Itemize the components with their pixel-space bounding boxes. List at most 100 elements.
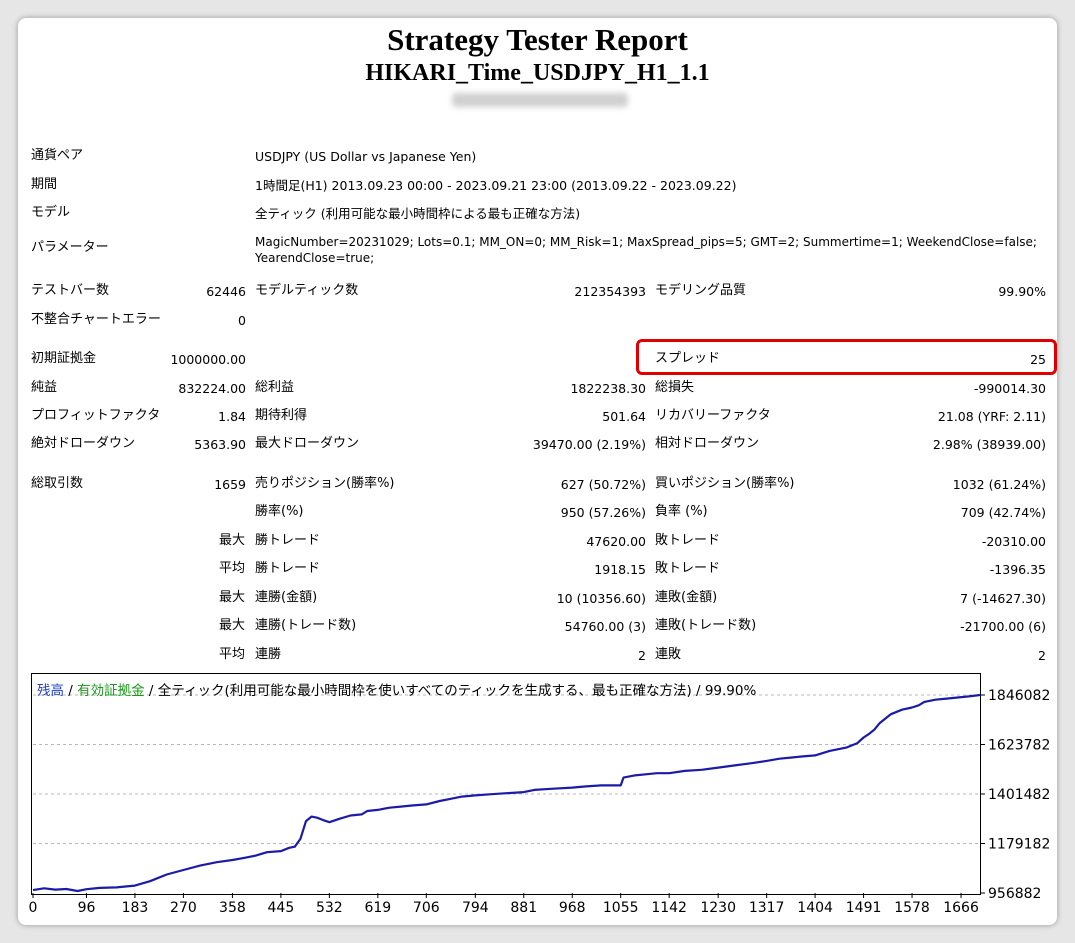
long-value: 1032 (61.24%) [952,477,1046,492]
model-label: モデル [31,205,71,220]
max-cons-win-cnt-value: 54760.00 (3) [564,619,646,634]
max-cons-loss-cnt-label: 連敗(トレード数) [655,618,757,633]
max-dd-value: 39470.00 (2.19%) [532,437,646,452]
expected-label: 期待利得 [255,408,308,423]
short-label: 売りポジション(勝率%) [255,476,395,491]
x-tick-label: 96 [78,900,96,916]
max-cons-loss-amt-label: 連敗(金額) [655,590,718,605]
largest-loss-label: 敗トレード [655,533,721,548]
largest-win-label: 勝トレード [255,533,321,548]
period-label: 期間 [31,177,58,192]
row-prefix-avg: 平均 [219,647,246,662]
errors-value: 0 [238,313,246,328]
abs-dd-value: 5363.90 [194,437,246,452]
params-value: MagicNumber=20231029; Lots=0.1; MM_ON=0;… [255,235,1037,265]
long-label: 買いポジション(勝率%) [655,476,795,491]
net-value: 832224.00 [178,381,246,396]
chart-x-ticks: 0 96 183 270 358 445 532 619 706 794 881 968 1055 114… [29,893,979,916]
params-label: パラメーター [31,240,109,255]
largest-loss-value: -20310.00 [981,534,1046,549]
x-tick-label: 0 [29,900,38,916]
x-tick-label: 532 [316,900,343,916]
spread-highlight-box [636,339,1057,375]
y-tick-label: 1623782 [988,738,1050,754]
ticks-label: モデルティック数 [255,283,359,298]
y-tick-label: 1179182 [988,837,1050,853]
abs-dd-label: 絶対ドローダウン [31,436,136,451]
largest-win-value: 47620.00 [586,534,646,549]
ticks-value: 212354393 [574,284,646,299]
model-value: 全ティック (利用可能な最小時間枠による最も正確な方法) [255,206,581,221]
rel-dd-value: 2.98% (38939.00) [932,437,1046,452]
y-tick-label: 1846082 [988,688,1050,704]
quality-label: モデリング品質 [655,283,747,298]
chart-y-ticks: 956882 1179182 1401482 1623782 1846082 [980,688,1050,902]
recovery-value: 21.08 (YRF: 2.11) [937,409,1046,424]
avg-cons-loss-label: 連敗 [655,647,682,662]
x-tick-label: 270 [170,900,197,916]
x-tick-label: 1578 [894,900,930,916]
avg-cons-loss-value: 2 [1038,648,1046,663]
x-tick-label: 1404 [797,900,833,916]
x-tick-label: 706 [413,900,440,916]
report-title: Strategy Tester Report [387,22,688,57]
legend-equity: 有効証拠金 [77,683,145,699]
chart-legend: 残高 / 有効証拠金 / 全ティック(利用可能な最小時間枠を使いすべてのティック… [37,679,756,699]
deposit-value: 1000000.00 [170,352,246,367]
bars-value: 62446 [206,284,246,299]
max-cons-win-amt-label: 連勝(金額) [255,590,318,605]
max-cons-win-cnt-label: 連勝(トレード数) [255,618,357,633]
x-tick-label: 1142 [651,900,687,916]
gross-loss-value: -990014.30 [973,381,1046,396]
avg-win-value: 1918.15 [594,562,646,577]
win-label: 勝率(%) [255,504,304,519]
spread-value: 25 [1030,352,1046,367]
total-trades-label: 総取引数 [31,476,84,491]
x-tick-label: 445 [268,900,295,916]
x-tick-label: 1055 [603,900,639,916]
x-tick-label: 1491 [846,900,882,916]
quality-value: 99.90% [998,284,1046,299]
recovery-label: リカバリーファクタ [655,408,771,423]
row-prefix-max: 最大 [219,618,246,633]
deposit-label: 初期証拠金 [31,351,97,366]
avg-cons-win-value: 2 [638,648,646,663]
x-tick-label: 794 [462,900,489,916]
max-dd-label: 最大ドローダウン [255,436,360,451]
max-cons-win-amt-value: 10 (10356.60) [556,591,646,606]
bars-label: テストバー数 [31,283,110,298]
x-tick-label: 968 [559,900,586,916]
avg-cons-win-label: 連勝 [255,647,282,662]
net-label: 純益 [31,380,58,395]
report-subtitle: HIKARI_Time_USDJPY_H1_1.1 [365,60,710,86]
x-tick-label: 1666 [943,900,979,916]
pf-label: プロフィットファクタ [31,408,161,423]
avg-win-label: 勝トレード [255,561,321,576]
pf-value: 1.84 [218,409,246,424]
legend-balance: 残高 [37,683,64,699]
spread-label: スプレッド [655,351,721,366]
balance-chart-frame [31,673,981,895]
x-tick-label: 1317 [749,900,785,916]
chart-grid [33,694,980,844]
errors-label: 不整合チャートエラー [31,312,161,327]
x-tick-label: 619 [364,900,391,916]
max-cons-loss-amt-value: 7 (-14627.30) [960,591,1046,606]
blurred-server-info [452,93,628,107]
total-trades-value: 1659 [214,477,246,492]
balance-series-line [32,693,981,893]
loss-value: 709 (42.74%) [960,505,1046,520]
avg-loss-value: -1396.35 [989,562,1046,577]
x-tick-label: 183 [122,900,149,916]
gross-profit-value: 1822238.30 [570,381,646,396]
row-prefix-max: 最大 [219,533,246,548]
legend-separator: / [144,683,158,699]
loss-label: 負率 (%) [655,504,708,519]
gross-loss-label: 総損失 [655,380,695,395]
period-value: 1時間足(H1) 2013.09.23 00:00 - 2023.09.21 2… [255,178,737,193]
short-value: 627 (50.72%) [560,477,646,492]
rel-dd-label: 相対ドローダウン [655,436,760,451]
gross-profit-label: 総利益 [255,380,295,395]
win-value: 950 (57.26%) [560,505,646,520]
